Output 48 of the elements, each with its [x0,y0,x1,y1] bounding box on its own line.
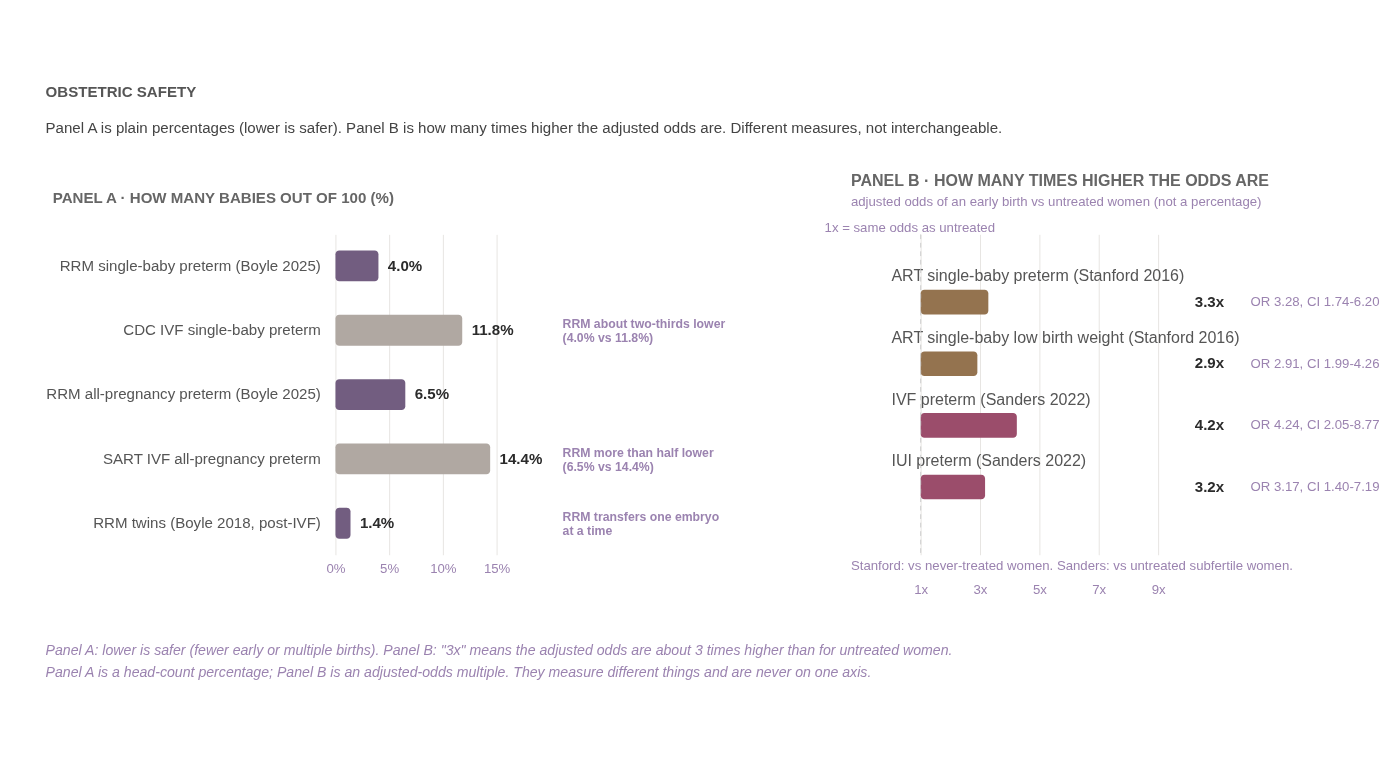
text: Panel A is plain percentages (lower is safer). Panel B is how many times higher the adjusted odds are. Different measures, not interchangeable. [45,118,1003,136]
text: RRM transfers one embryo at a time [562,510,720,539]
data-label: 11.8% [471,320,514,338]
x-tick-label: 3x [973,581,988,597]
chart-title: PANEL A · HOW MANY BABIES OUT OF 100 (%) [52,189,394,207]
data-label: 1.4% [359,513,395,531]
text: OR 3.28, CI 1.74-6.20 [1250,293,1380,309]
text: Stanford: vs never-treated women. Sanders: vs untreated subfertile women. [850,557,1293,573]
text: OR 4.24, CI 2.05-8.77 [1250,417,1380,433]
x-tick-label: 5x [1032,581,1048,597]
data-label: 3.2x [1194,477,1225,495]
data-label: 14.4% [499,449,543,467]
bar [335,250,379,282]
bar [335,314,463,346]
text: OBSTETRIC SAFETY [45,82,197,100]
x-tick-label: 15% [483,561,511,577]
x-tick-label: 5% [380,561,400,577]
y-tick-label: ART single-baby preterm (Stanford 2016) [891,267,1185,285]
y-tick-label: ART single-baby low birth weight (Stanford 2016) [891,329,1240,347]
bar [335,507,351,539]
y-tick-label: RRM single-baby preterm (Boyle 2025) [59,256,321,274]
bar [335,443,491,475]
x-tick-label: 0% [326,561,346,577]
text: Panel A: lower is safer (fewer early or multiple births). Panel B: "3x" means the adjusted odds are about 3 times higher than for untreated women. [45,641,953,658]
data-label: 3.3x [1194,292,1225,310]
y-tick-label: IUI preterm (Sanders 2022) [891,452,1087,470]
y-tick-label: RRM all-pregnancy preterm (Boyle 2025) [46,385,321,403]
text: RRM more than half lower (6.5% vs 14.4%) [562,446,714,475]
x-tick-label: 9x [1151,581,1166,597]
data-label: 6.5% [414,385,450,403]
x-tick-label: 7x [1092,581,1107,597]
text: OR 3.17, CI 1.40-7.19 [1250,478,1380,494]
text: OR 2.91, CI 1.99-4.26 [1250,355,1380,371]
x-tick-label: 10% [430,561,457,577]
bar [335,379,406,411]
ref-line-label: 1x = same odds as untreated [824,220,995,236]
y-tick-label: CDC IVF single-baby preterm [123,320,321,338]
y-tick-label: RRM twins (Boyle 2018, post-IVF) [93,513,321,531]
data-label: 2.9x [1194,354,1225,372]
x-tick-label: 1x [914,581,929,597]
chart-subtitle: adjusted odds of an early birth vs untreated women (not a percentage) [850,194,1262,210]
data-label: 4.2x [1194,416,1225,434]
y-tick-label: IVF preterm (Sanders 2022) [891,390,1091,408]
chart-title: PANEL B · HOW MANY TIMES HIGHER THE ODDS ARE [850,172,1270,190]
text: Panel A is a head-count percentage; Panel B is an adjusted-odds multiple. They measure different things and are never on one axis. [45,664,872,681]
text: RRM about two-thirds lower (4.0% vs 11.8%) [562,317,726,346]
y-tick-label: SART IVF all-pregnancy preterm [102,449,321,467]
data-label: 4.0% [387,256,423,274]
